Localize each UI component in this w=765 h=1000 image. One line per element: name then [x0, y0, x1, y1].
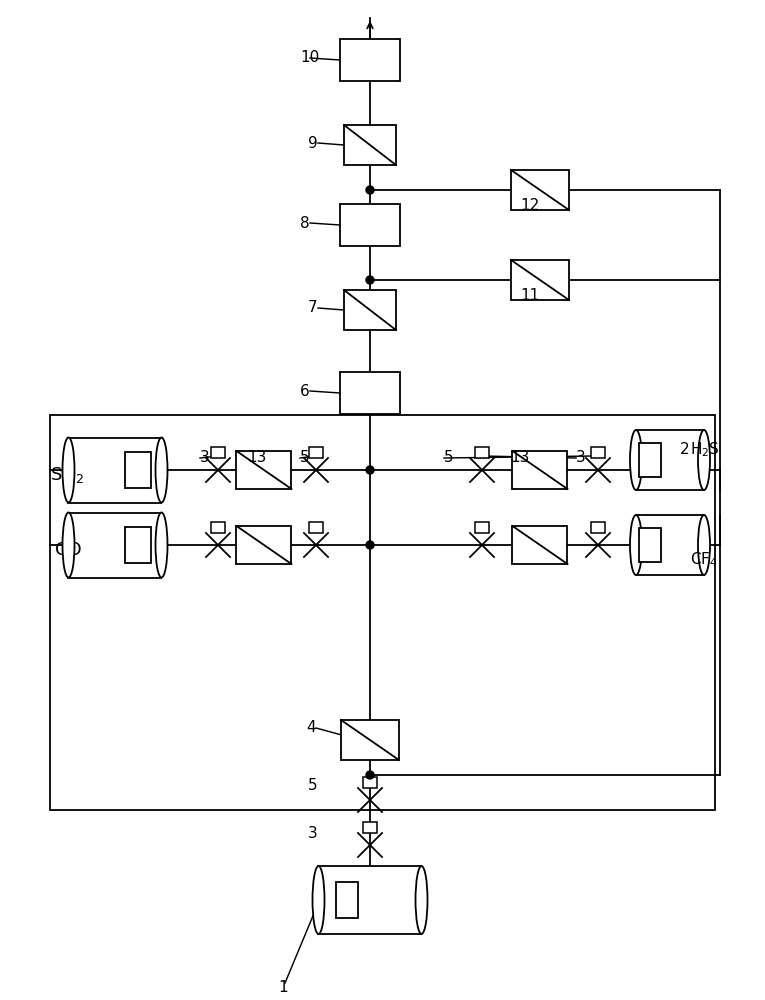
- Text: 3: 3: [576, 450, 586, 466]
- Bar: [511, 170, 569, 210]
- Ellipse shape: [155, 512, 168, 578]
- Text: CO: CO: [55, 541, 82, 559]
- Bar: [344, 290, 396, 330]
- Text: 3: 3: [200, 450, 210, 466]
- Text: 8: 8: [300, 216, 310, 231]
- Bar: [236, 451, 291, 489]
- Circle shape: [366, 771, 374, 779]
- Ellipse shape: [63, 438, 74, 502]
- Text: 13: 13: [510, 450, 529, 466]
- Text: 7: 7: [308, 300, 317, 316]
- Bar: [309, 522, 323, 533]
- Bar: [475, 447, 489, 458]
- Text: 6: 6: [300, 383, 310, 398]
- Text: 5: 5: [444, 450, 454, 466]
- Text: 4: 4: [306, 720, 316, 736]
- Bar: [513, 526, 568, 564]
- Bar: [211, 447, 225, 458]
- Circle shape: [366, 466, 374, 474]
- Text: 3: 3: [308, 826, 317, 840]
- Text: 5: 5: [300, 450, 310, 466]
- Bar: [636, 430, 704, 490]
- Circle shape: [366, 541, 374, 549]
- Bar: [639, 443, 661, 477]
- Bar: [636, 515, 704, 575]
- Bar: [344, 125, 396, 165]
- Ellipse shape: [630, 430, 642, 490]
- Ellipse shape: [698, 430, 710, 490]
- Bar: [639, 528, 661, 562]
- Text: 10: 10: [300, 50, 319, 66]
- Bar: [309, 447, 323, 458]
- Bar: [475, 522, 489, 533]
- Circle shape: [366, 186, 374, 194]
- Bar: [340, 372, 400, 414]
- Ellipse shape: [415, 866, 428, 934]
- Text: 2: 2: [680, 442, 689, 458]
- Text: SO$_2$: SO$_2$: [50, 465, 84, 485]
- Bar: [236, 526, 291, 564]
- Text: H$_2$S: H$_2$S: [690, 441, 720, 459]
- Bar: [591, 522, 604, 533]
- Bar: [125, 452, 151, 488]
- Text: 9: 9: [308, 135, 317, 150]
- Ellipse shape: [155, 438, 168, 502]
- Text: 12: 12: [520, 198, 539, 213]
- Bar: [50, 415, 715, 810]
- Text: 11: 11: [520, 288, 539, 302]
- Bar: [591, 447, 604, 458]
- Ellipse shape: [698, 515, 710, 575]
- Bar: [340, 204, 400, 246]
- Text: 13: 13: [247, 450, 266, 466]
- Bar: [363, 822, 376, 833]
- Bar: [211, 522, 225, 533]
- Bar: [340, 39, 400, 81]
- Bar: [318, 866, 422, 934]
- Text: CF$_4$: CF$_4$: [690, 551, 718, 569]
- Bar: [511, 260, 569, 300]
- Bar: [513, 451, 568, 489]
- Bar: [341, 720, 399, 760]
- Bar: [69, 438, 161, 502]
- Ellipse shape: [630, 515, 642, 575]
- Bar: [336, 882, 358, 918]
- Bar: [125, 527, 151, 563]
- Bar: [69, 512, 161, 578]
- Ellipse shape: [63, 512, 74, 578]
- Text: 1: 1: [278, 980, 288, 996]
- Text: 5: 5: [308, 778, 317, 794]
- Bar: [363, 777, 376, 788]
- Circle shape: [366, 276, 374, 284]
- Ellipse shape: [312, 866, 324, 934]
